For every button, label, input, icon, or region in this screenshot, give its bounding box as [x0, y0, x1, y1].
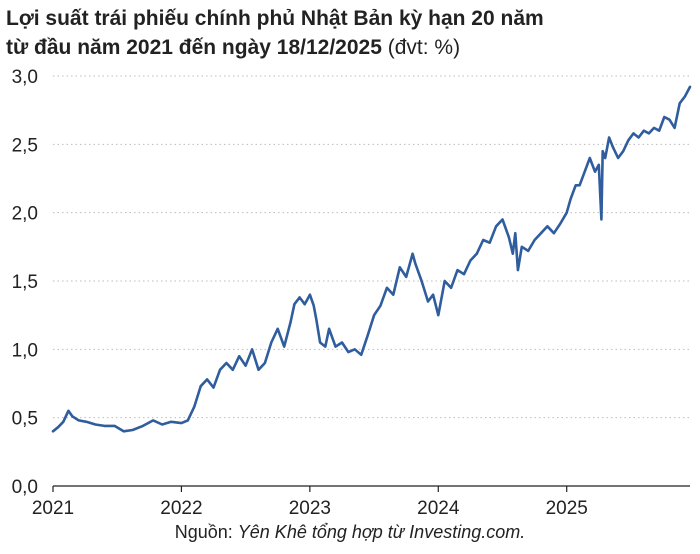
grid-lines — [53, 75, 690, 419]
title-line-1: Lợi suất trái phiếu chính phủ Nhật Bản k… — [6, 7, 544, 30]
y-tick-label: 2,0 — [12, 204, 38, 225]
x-tick-label: 2022 — [160, 498, 202, 519]
x-tick-label: 2025 — [546, 498, 588, 519]
title-unit: (đvt: %) — [387, 36, 461, 59]
line-chart: 0,00,51,01,52,02,53,0 2021 2022 2023 2024 20… — [12, 67, 692, 519]
x-tick-label: 2024 — [417, 498, 460, 519]
x-tick-label: 2021 — [32, 498, 74, 519]
x-axis-ticks: 2021 2022 2023 2024 2025 — [32, 486, 588, 519]
source-prefix: Nguồn: — [174, 522, 238, 542]
y-tick-label: 1,0 — [12, 340, 38, 361]
y-axis-ticks: 0,0 0,5 1,0 1,5 2,0 2,5 3,0 — [12, 67, 38, 498]
title-line-2: từ đầu năm 2021 đến ngày 18/12/2025 — [6, 36, 382, 59]
y-tick-label: 1,5 — [12, 272, 38, 293]
y-tick-label: 0,0 — [12, 477, 38, 498]
x-tick-label: 2023 — [289, 498, 331, 519]
source-note: Nguồn: Yên Khê tổng hợp từ Investing.com… — [0, 522, 700, 543]
chart-title: Lợi suất trái phiếu chính phủ Nhật Bản k… — [6, 4, 696, 62]
y-tick-label: 3,0 — [12, 67, 38, 88]
source-text: Yên Khê tổng hợp từ Investing.com. — [237, 522, 526, 542]
y-tick-label: 2,5 — [12, 135, 38, 156]
y-tick-label: 0,5 — [12, 409, 38, 430]
yield-series-line — [51, 85, 692, 433]
